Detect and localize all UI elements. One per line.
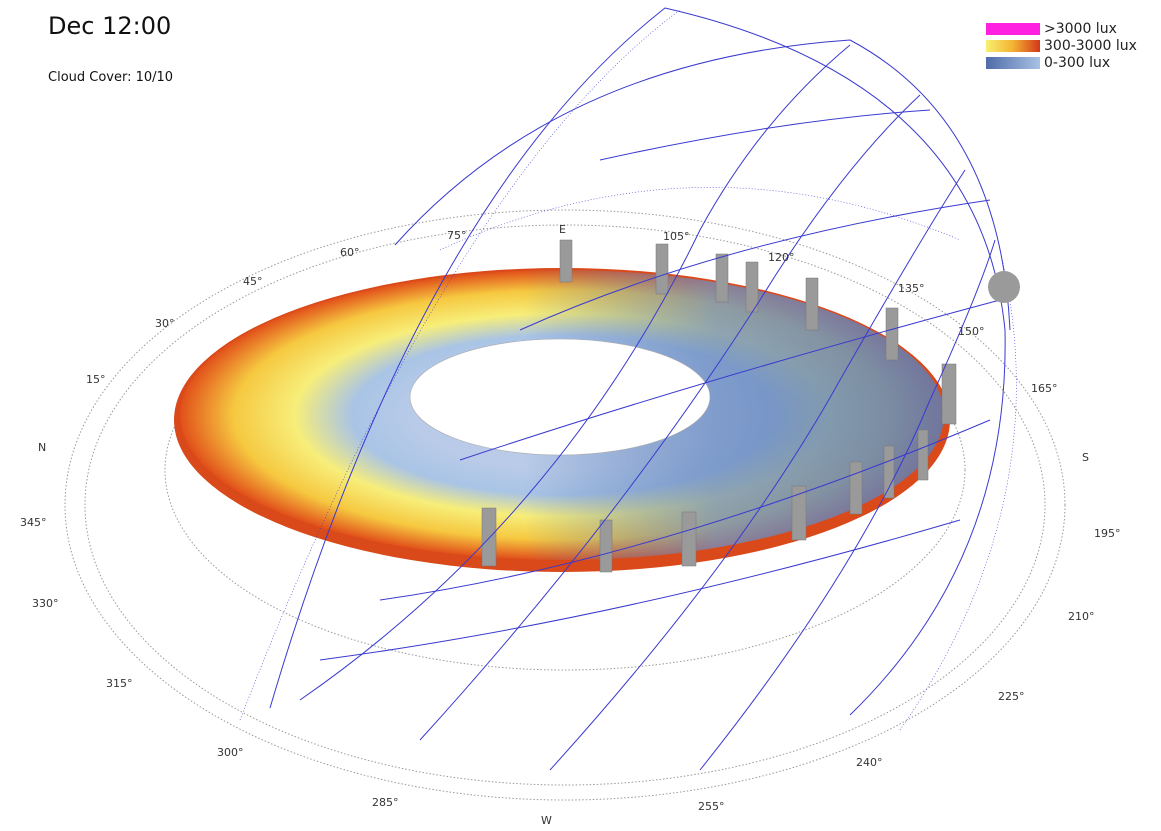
- compass-label: 195°: [1094, 527, 1121, 540]
- compass-label: 150°: [958, 325, 985, 338]
- legend-item: >3000 lux: [986, 20, 1137, 37]
- compass-label: 135°: [898, 282, 925, 295]
- compass-label: N: [38, 441, 46, 454]
- legend-item: 0-300 lux: [986, 54, 1137, 71]
- compass-label: 60°: [340, 246, 360, 259]
- legend-swatch: [986, 57, 1040, 69]
- compass-label: 330°: [32, 597, 59, 610]
- compass-label: 240°: [856, 756, 883, 769]
- compass-label: W: [541, 814, 552, 827]
- illuminance-floor: [174, 268, 950, 572]
- legend: >3000 lux 300-3000 lux 0-300 lux: [986, 20, 1137, 71]
- compass-label: S: [1082, 451, 1089, 464]
- legend-item: 300-3000 lux: [986, 37, 1137, 54]
- compass-label: E: [559, 223, 566, 236]
- legend-label: 0-300 lux: [1044, 55, 1110, 71]
- compass-label: 255°: [698, 800, 725, 813]
- compass-label: 105°: [663, 230, 690, 243]
- sun: [988, 271, 1020, 303]
- legend-swatch: [986, 23, 1040, 35]
- compass-label: 165°: [1031, 382, 1058, 395]
- compass-label: 120°: [768, 251, 795, 264]
- compass-label: 210°: [1068, 610, 1095, 623]
- compass-label: 15°: [86, 373, 106, 386]
- compass-label: 345°: [20, 516, 47, 529]
- legend-label: >3000 lux: [1044, 21, 1117, 37]
- scene: N 15° 30° 45° 60° 75° E 105° 120° 135° 1…: [0, 0, 1161, 831]
- compass-label: 285°: [372, 796, 399, 809]
- compass-label: 30°: [155, 317, 175, 330]
- compass-label: 315°: [106, 677, 133, 690]
- legend-swatch: [986, 40, 1040, 52]
- compass-label: 300°: [217, 746, 244, 759]
- compass-label: 75°: [447, 229, 467, 242]
- legend-label: 300-3000 lux: [1044, 38, 1137, 54]
- compass-label: 45°: [243, 275, 263, 288]
- page: Dec 12:00 Cloud Cover: 10/10: [0, 0, 1161, 831]
- compass-label: 225°: [998, 690, 1025, 703]
